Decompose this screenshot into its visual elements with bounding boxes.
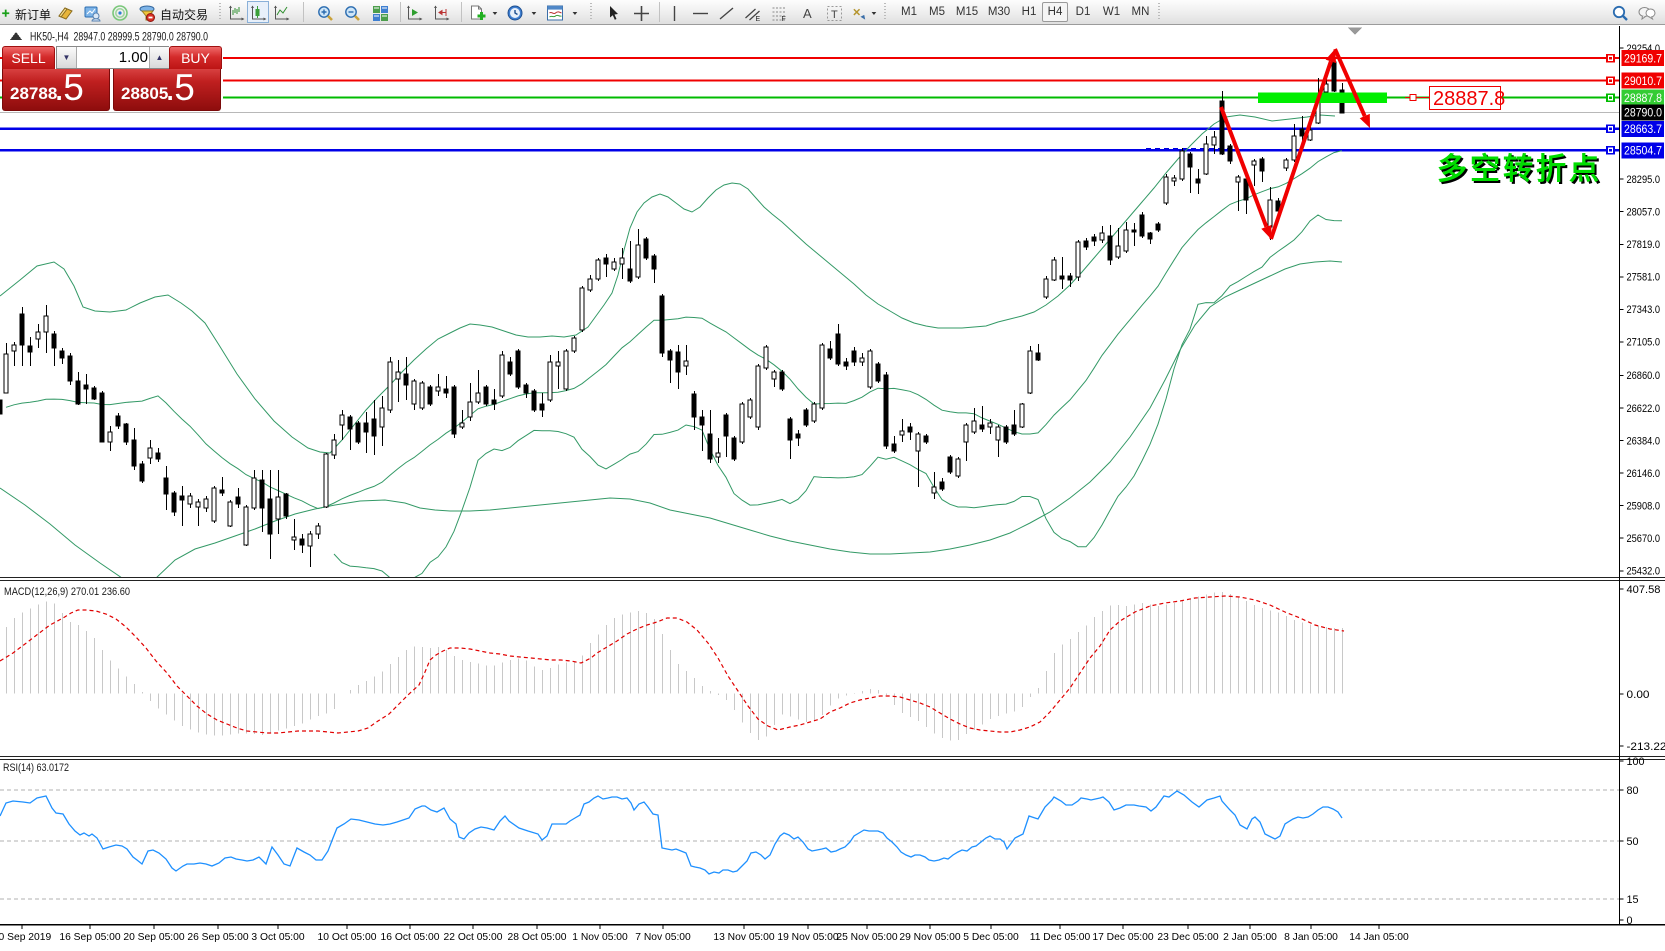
svg-text:26 Sep 05:00: 26 Sep 05:00 — [187, 932, 249, 943]
svg-text:28057.0: 28057.0 — [1627, 207, 1661, 219]
svg-text:RSI(14) 63.0172: RSI(14) 63.0172 — [3, 762, 69, 774]
svg-text:0.00: 0.00 — [1627, 689, 1650, 701]
svg-text:10 Oct 05:00: 10 Oct 05:00 — [318, 932, 377, 943]
svg-text:15: 15 — [1627, 894, 1639, 906]
svg-text:27343.0: 27343.0 — [1627, 304, 1661, 316]
svg-text:-213.22: -213.22 — [1627, 741, 1665, 753]
svg-text:29010.7: 29010.7 — [1624, 74, 1662, 88]
svg-text:29 Nov 05:00: 29 Nov 05:00 — [899, 932, 961, 943]
svg-text:13 Nov 05:00: 13 Nov 05:00 — [713, 932, 775, 943]
svg-text:11 Dec 05:00: 11 Dec 05:00 — [1030, 932, 1091, 943]
svg-text:25432.0: 25432.0 — [1627, 566, 1661, 578]
svg-text:T: T — [831, 9, 838, 21]
svg-text:28663.7: 28663.7 — [1624, 122, 1662, 136]
svg-text:26146.0: 26146.0 — [1627, 468, 1661, 480]
svg-text:28790.0: 28790.0 — [1624, 106, 1662, 120]
svg-text:HK50-,H4 28947.0 28999.5 2879: HK50-,H4 28947.0 28999.5 28790.0 28790.0 — [30, 30, 208, 44]
svg-text:80: 80 — [1627, 785, 1639, 797]
svg-text:50: 50 — [1627, 836, 1639, 848]
svg-text:3 Oct 05:00: 3 Oct 05:00 — [251, 932, 305, 943]
svg-text:1 Nov 05:00: 1 Nov 05:00 — [572, 932, 628, 943]
svg-text:25908.0: 25908.0 — [1627, 500, 1661, 512]
svg-text:5 Dec 05:00: 5 Dec 05:00 — [963, 932, 1019, 943]
svg-text:20 Sep 05:00: 20 Sep 05:00 — [123, 932, 185, 943]
svg-text:8 Jan 05:00: 8 Jan 05:00 — [1284, 932, 1338, 943]
svg-text:28887.8: 28887.8 — [1624, 91, 1662, 105]
svg-text:22 Oct 05:00: 22 Oct 05:00 — [444, 932, 503, 943]
svg-text:29169.7: 29169.7 — [1624, 51, 1662, 65]
svg-text:E: E — [756, 16, 761, 22]
svg-text:27581.0: 27581.0 — [1627, 272, 1661, 284]
svg-text:407.58: 407.58 — [1627, 584, 1661, 596]
svg-text:100: 100 — [1627, 756, 1645, 768]
svg-text:0: 0 — [1627, 915, 1633, 927]
svg-text:27105.0: 27105.0 — [1627, 337, 1661, 349]
svg-text:F: F — [782, 16, 786, 22]
svg-text:16 Oct 05:00: 16 Oct 05:00 — [381, 932, 440, 943]
svg-text:多空转折点: 多空转折点 — [1437, 153, 1602, 186]
svg-text:10 Sep 2019: 10 Sep 2019 — [0, 932, 51, 943]
svg-text:16 Sep 05:00: 16 Sep 05:00 — [59, 932, 121, 943]
svg-text:25 Nov 05:00: 25 Nov 05:00 — [836, 932, 898, 943]
svg-text:19 Nov 05:00: 19 Nov 05:00 — [777, 932, 839, 943]
svg-text:28887.8: 28887.8 — [1433, 88, 1505, 110]
svg-text:MACD(12,26,9) 270.01 236.60: MACD(12,26,9) 270.01 236.60 — [4, 586, 130, 598]
svg-text:7 Nov 05:00: 7 Nov 05:00 — [635, 932, 691, 943]
svg-text:23 Dec 05:00: 23 Dec 05:00 — [1157, 932, 1219, 943]
svg-text:28504.7: 28504.7 — [1624, 144, 1662, 158]
svg-text:25670.0: 25670.0 — [1627, 533, 1661, 545]
svg-text:2 Jan 05:00: 2 Jan 05:00 — [1223, 932, 1277, 943]
svg-text:26384.0: 26384.0 — [1627, 435, 1661, 447]
svg-text:28 Oct 05:00: 28 Oct 05:00 — [508, 932, 567, 943]
svg-text:14 Jan 05:00: 14 Jan 05:00 — [1349, 932, 1409, 943]
svg-text:27819.0: 27819.0 — [1627, 239, 1661, 251]
svg-text:26622.0: 26622.0 — [1627, 403, 1661, 415]
svg-text:17 Dec 05:00: 17 Dec 05:00 — [1092, 932, 1154, 943]
svg-text:28295.0: 28295.0 — [1627, 174, 1661, 186]
svg-text:26860.0: 26860.0 — [1627, 370, 1661, 382]
